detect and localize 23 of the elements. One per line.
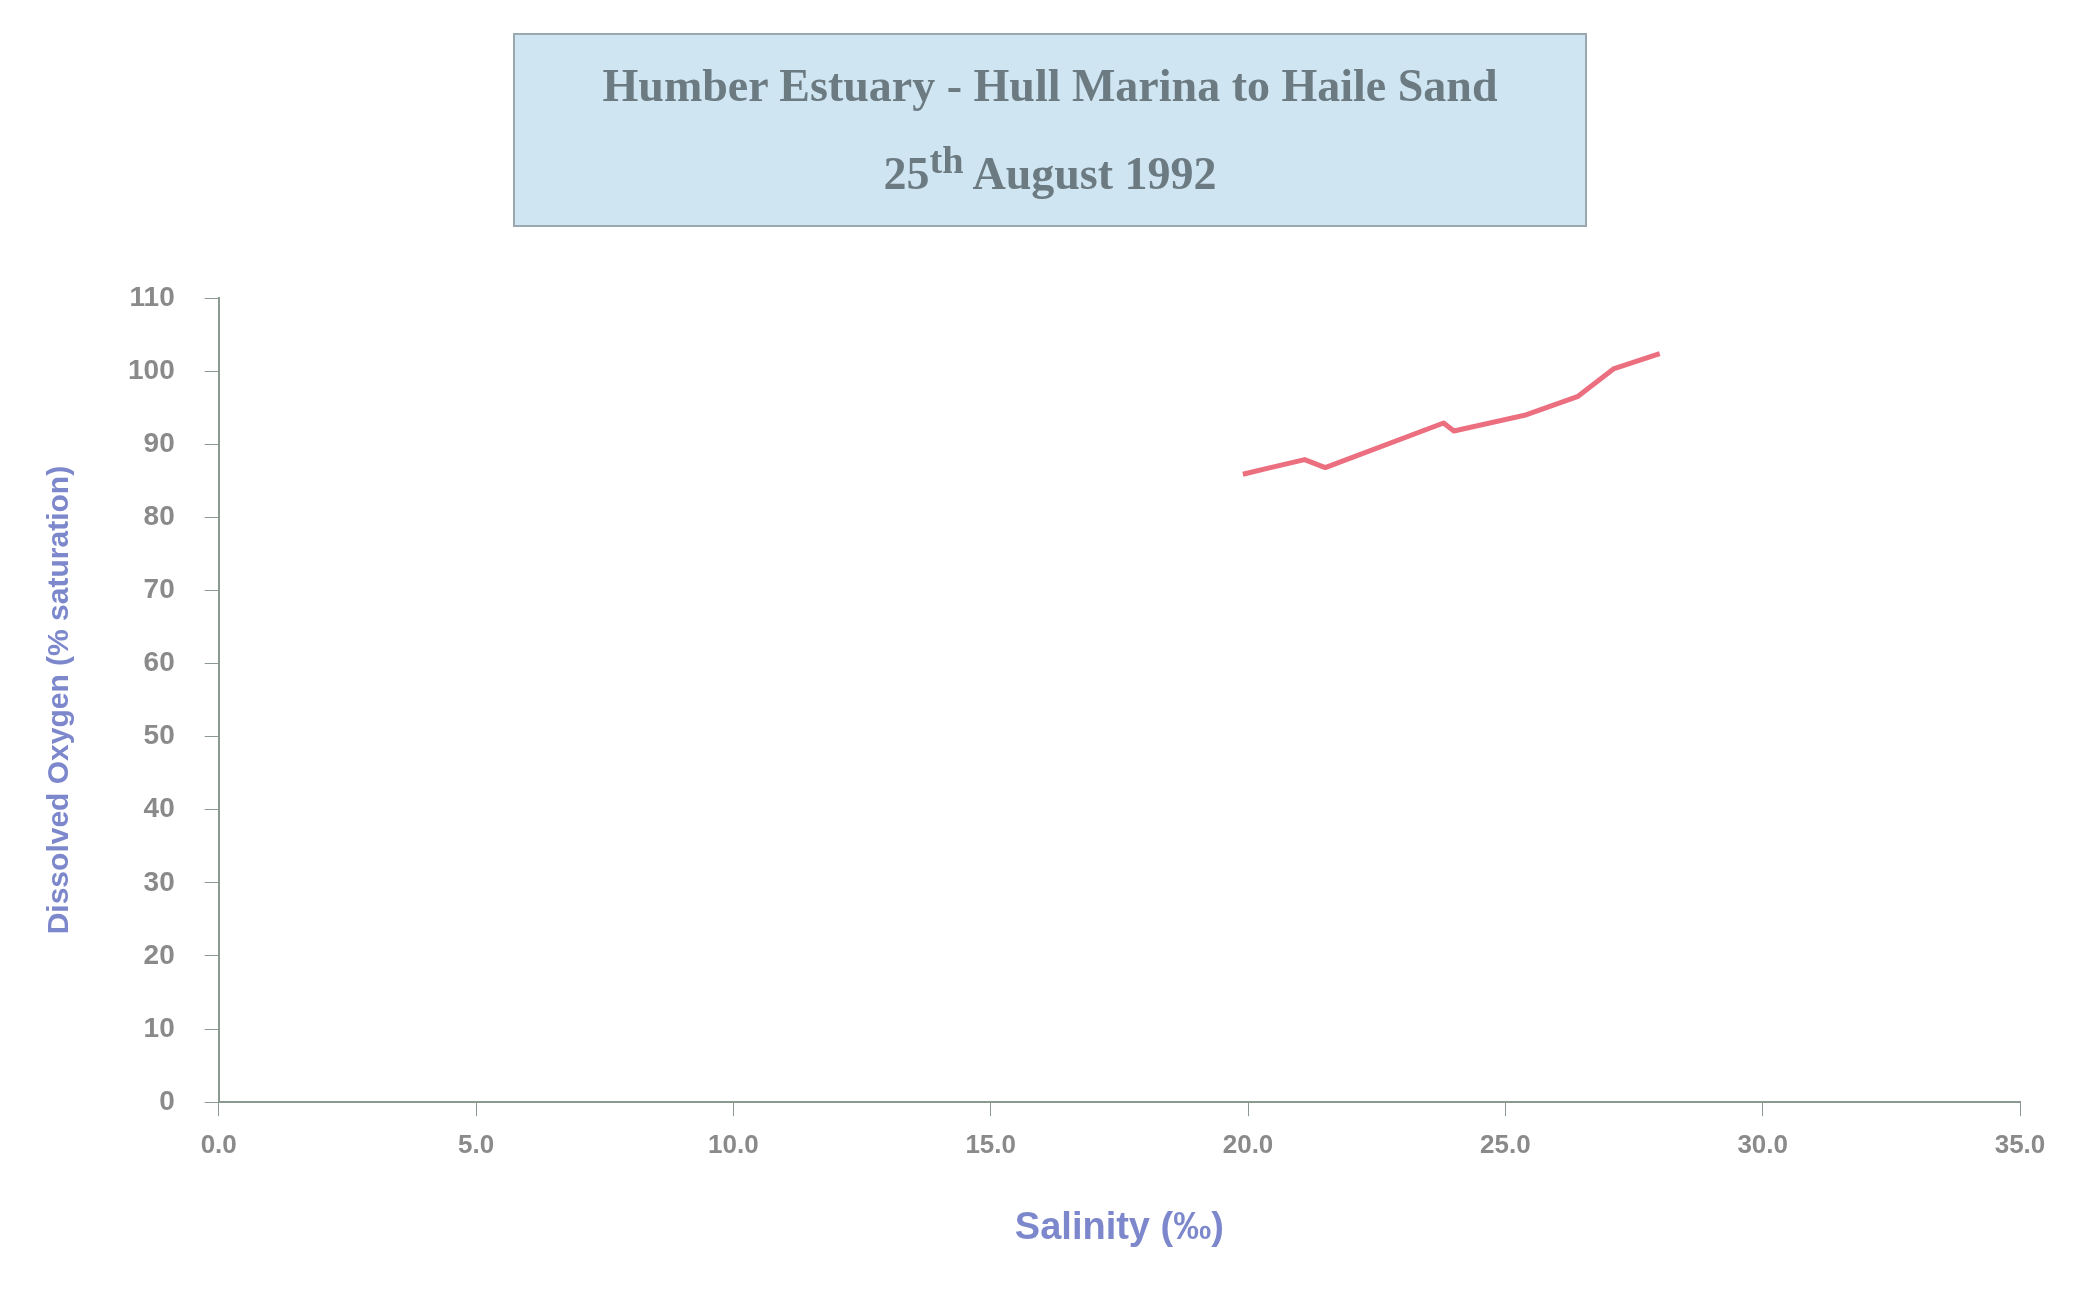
chart-title: Humber Estuary - Hull Marina to Haile Sand 25$^{th}$ August 1992 <box>601 59 1499 202</box>
x-tick-label: 5.0 <box>457 1128 495 1159</box>
x-tick-label: 15.0 <box>965 1128 1016 1159</box>
x-tick-label: 35.0 <box>1994 1128 2046 1159</box>
y-tick-label: 110 <box>129 280 175 312</box>
y-tick-label: 80 <box>143 500 175 532</box>
y-axis-title: Dissolved Oxygen (% saturation) <box>41 465 75 935</box>
y-tick-label: 0 <box>159 1084 175 1116</box>
x-axis-title: Salinity (‰) <box>1014 1204 1224 1247</box>
x-tick-label: 25.0 <box>1480 1128 1531 1159</box>
y-tick-label: 30 <box>143 865 175 897</box>
x-tick-label: 0.0 <box>200 1128 237 1159</box>
y-tick-label: 10 <box>143 1011 175 1043</box>
y-tick-label: 20 <box>143 938 175 970</box>
y-tick-label: 70 <box>143 573 175 605</box>
y-tick-label: 100 <box>128 353 175 385</box>
y-tick-label: 90 <box>143 426 175 458</box>
x-tick-label: 30.0 <box>1737 1128 1788 1159</box>
y-tick-label: 50 <box>143 719 175 751</box>
x-tick-label: 10.0 <box>708 1128 759 1159</box>
y-tick-label: 60 <box>143 646 175 678</box>
x-tick-label: 20.0 <box>1222 1128 1274 1159</box>
y-tick-label: 40 <box>143 792 175 824</box>
